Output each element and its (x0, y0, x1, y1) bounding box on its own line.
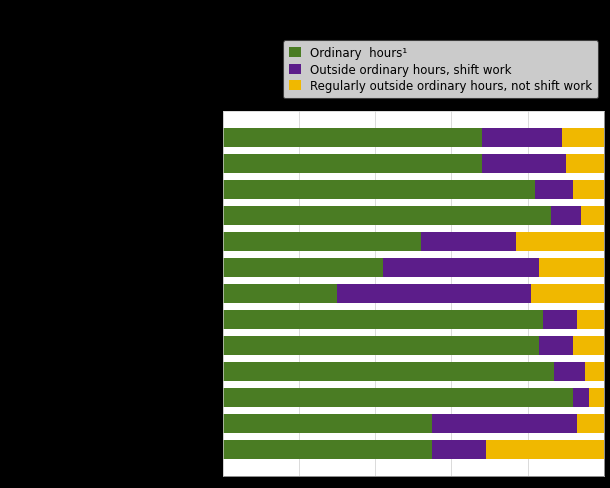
Bar (554, 363, 585, 381)
Bar (566, 155, 604, 173)
Bar (432, 441, 486, 459)
Legend: Ordinary  hours¹, Outside ordinary hours, shift work, Regularly outside ordinary: Ordinary hours¹, Outside ordinary hours,… (283, 41, 598, 99)
Bar (223, 181, 536, 200)
Bar (577, 311, 604, 329)
Bar (543, 311, 577, 329)
Bar (573, 181, 604, 200)
Bar (577, 415, 604, 433)
Bar (223, 415, 432, 433)
Bar (550, 207, 581, 225)
Bar (383, 259, 539, 277)
Bar (539, 337, 573, 355)
Bar (562, 129, 604, 147)
Bar (482, 129, 562, 147)
Bar (223, 311, 543, 329)
Bar (573, 337, 604, 355)
Bar (486, 441, 604, 459)
Bar (223, 259, 383, 277)
Bar (223, 233, 421, 251)
Bar (585, 363, 604, 381)
Bar (223, 388, 573, 407)
Bar (482, 155, 566, 173)
Bar (223, 337, 539, 355)
Bar (581, 207, 604, 225)
Bar (573, 388, 589, 407)
Bar (589, 388, 604, 407)
Bar (223, 155, 482, 173)
Bar (531, 285, 604, 304)
Bar (223, 129, 482, 147)
Bar (536, 181, 573, 200)
Bar (223, 285, 337, 304)
Bar (337, 285, 531, 304)
Bar (516, 233, 604, 251)
Bar (223, 363, 554, 381)
Bar (223, 441, 432, 459)
Bar (223, 207, 550, 225)
Bar (421, 233, 516, 251)
Bar (432, 415, 577, 433)
Bar (539, 259, 604, 277)
